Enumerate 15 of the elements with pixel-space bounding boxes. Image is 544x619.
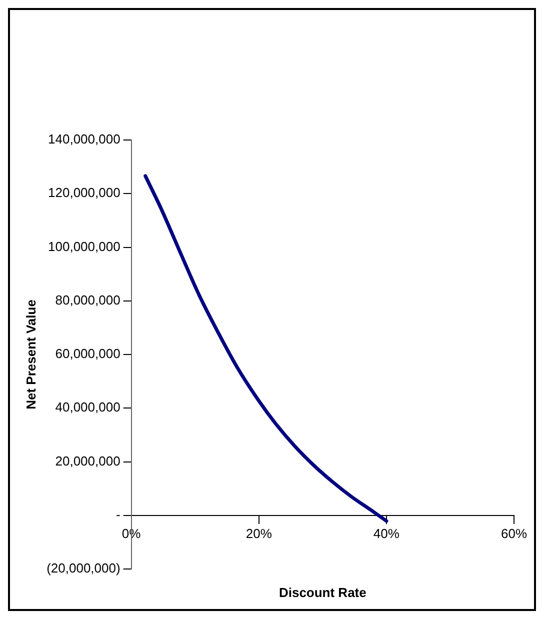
x-tick-label: 40% <box>373 526 400 541</box>
y-tick-label: 140,000,000 <box>48 132 120 147</box>
y-tick-label: - <box>116 506 120 522</box>
y-axis-title: Net Present Value <box>23 300 38 410</box>
y-tick-label: 80,000,000 <box>55 292 120 308</box>
x-tick-label: 20% <box>246 526 272 541</box>
x-axis-title: Discount Rate <box>278 585 366 600</box>
y-tick-label: 100,000,000 <box>48 238 120 254</box>
y-tick-label: 60,000,000 <box>55 346 120 362</box>
y-tick-label: 20,000,000 <box>55 453 120 468</box>
x-tick-label: 60% <box>500 526 528 541</box>
line-series <box>144 174 388 523</box>
y-tick-label: 40,000,000 <box>55 400 120 415</box>
y-tick-label: (20,000,000) <box>46 560 120 576</box>
y-tick-label: 120,000,000 <box>48 185 120 200</box>
